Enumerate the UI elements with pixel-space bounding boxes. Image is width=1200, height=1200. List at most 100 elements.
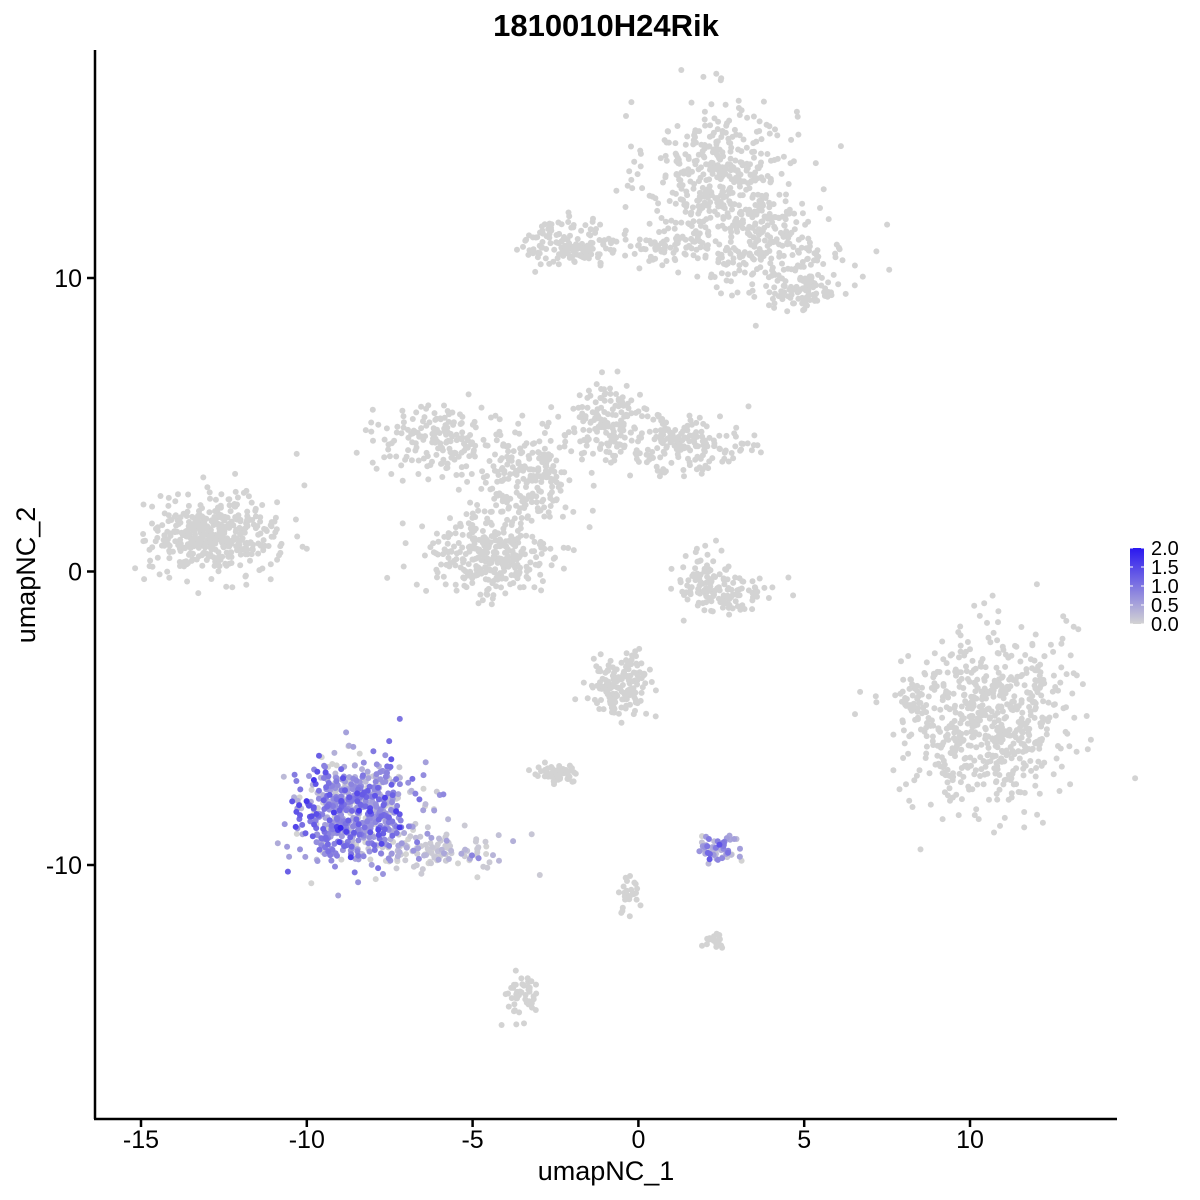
cell-point <box>725 585 732 591</box>
cell-point <box>386 453 393 460</box>
cell-point <box>721 581 728 588</box>
cell-point <box>707 166 713 173</box>
cell-point <box>661 249 668 256</box>
cell-point <box>593 381 600 388</box>
cell-point <box>955 669 962 676</box>
cell-point <box>652 687 659 694</box>
cell-point <box>705 568 712 575</box>
cell-point <box>690 185 697 192</box>
cell-point <box>490 852 496 859</box>
cell-point <box>769 295 776 302</box>
cell-point <box>982 724 989 731</box>
cell-point <box>917 846 924 853</box>
cell-point <box>528 499 535 506</box>
cell-point <box>184 578 191 585</box>
cell-point <box>528 466 534 473</box>
cell-point <box>274 499 281 506</box>
cell-point <box>207 495 213 502</box>
cell-point <box>393 808 400 815</box>
cell-point <box>503 493 510 500</box>
cell-point <box>520 243 526 250</box>
cell-point <box>900 676 907 683</box>
cell-point <box>656 229 663 235</box>
cell-point <box>396 849 403 856</box>
cell-point <box>993 760 1000 767</box>
cell-point <box>605 423 612 430</box>
cell-point <box>685 220 692 227</box>
cell-point <box>939 697 946 704</box>
cell-point <box>714 211 721 218</box>
cell-point <box>774 277 781 284</box>
cell-point <box>1038 682 1044 689</box>
cell-point <box>576 392 583 399</box>
cell-point <box>617 441 624 448</box>
cell-point <box>661 437 668 444</box>
cell-point <box>372 876 379 883</box>
cell-point <box>1032 773 1039 780</box>
cell-point <box>576 414 583 421</box>
cell-point <box>413 409 420 416</box>
cell-point <box>925 693 932 700</box>
cell-point <box>976 612 983 619</box>
cell-point <box>582 413 589 420</box>
cell-point <box>1067 781 1074 788</box>
cell-point <box>548 224 554 231</box>
cell-point <box>972 665 979 672</box>
cell-point <box>836 246 843 253</box>
cell-point <box>299 543 306 550</box>
cell-point <box>901 740 908 747</box>
cell-point <box>369 406 376 413</box>
cell-point <box>751 148 758 155</box>
cell-point <box>1033 765 1040 771</box>
cell-point <box>694 453 701 460</box>
cell-point <box>328 857 335 864</box>
cell-point <box>800 307 807 314</box>
cell-point <box>1025 737 1032 744</box>
cell-point <box>760 177 767 184</box>
cell-point <box>689 204 696 211</box>
cell-point <box>944 669 951 676</box>
cell-point <box>274 840 281 847</box>
cell-point <box>472 838 479 845</box>
cell-point <box>617 448 624 455</box>
cell-point <box>328 822 335 829</box>
cell-point <box>685 455 691 462</box>
cell-point <box>338 833 345 840</box>
cell-point <box>367 856 374 863</box>
cell-point <box>338 766 345 773</box>
cell-point <box>291 771 298 778</box>
cell-point <box>646 428 653 435</box>
cell-point <box>372 778 379 785</box>
cell-point <box>1023 720 1030 727</box>
cell-point <box>716 571 723 578</box>
cell-point <box>663 236 670 243</box>
cell-point <box>165 518 172 525</box>
cell-point <box>727 140 734 147</box>
cell-point <box>897 690 904 697</box>
cell-point <box>818 274 825 281</box>
cell-point <box>686 412 693 419</box>
cell-point <box>438 561 445 568</box>
cell-point <box>465 391 472 398</box>
cell-point <box>505 990 511 997</box>
cell-point <box>939 714 946 721</box>
cell-point <box>764 222 771 229</box>
cell-point <box>541 430 548 436</box>
cell-point <box>188 557 195 564</box>
cell-point <box>813 249 820 256</box>
cell-point <box>526 455 533 462</box>
cell-point <box>360 853 367 860</box>
cell-point <box>623 702 630 709</box>
cell-point <box>381 436 388 443</box>
cell-point <box>223 536 230 543</box>
cell-point <box>806 239 813 246</box>
cell-point <box>956 740 963 747</box>
cell-point <box>292 516 299 523</box>
cell-point <box>530 993 537 1000</box>
cell-point <box>212 540 219 547</box>
cell-point <box>589 245 596 252</box>
cell-point <box>1018 722 1025 728</box>
cell-point <box>302 830 309 837</box>
cell-point <box>421 852 428 859</box>
cell-point <box>385 855 392 862</box>
